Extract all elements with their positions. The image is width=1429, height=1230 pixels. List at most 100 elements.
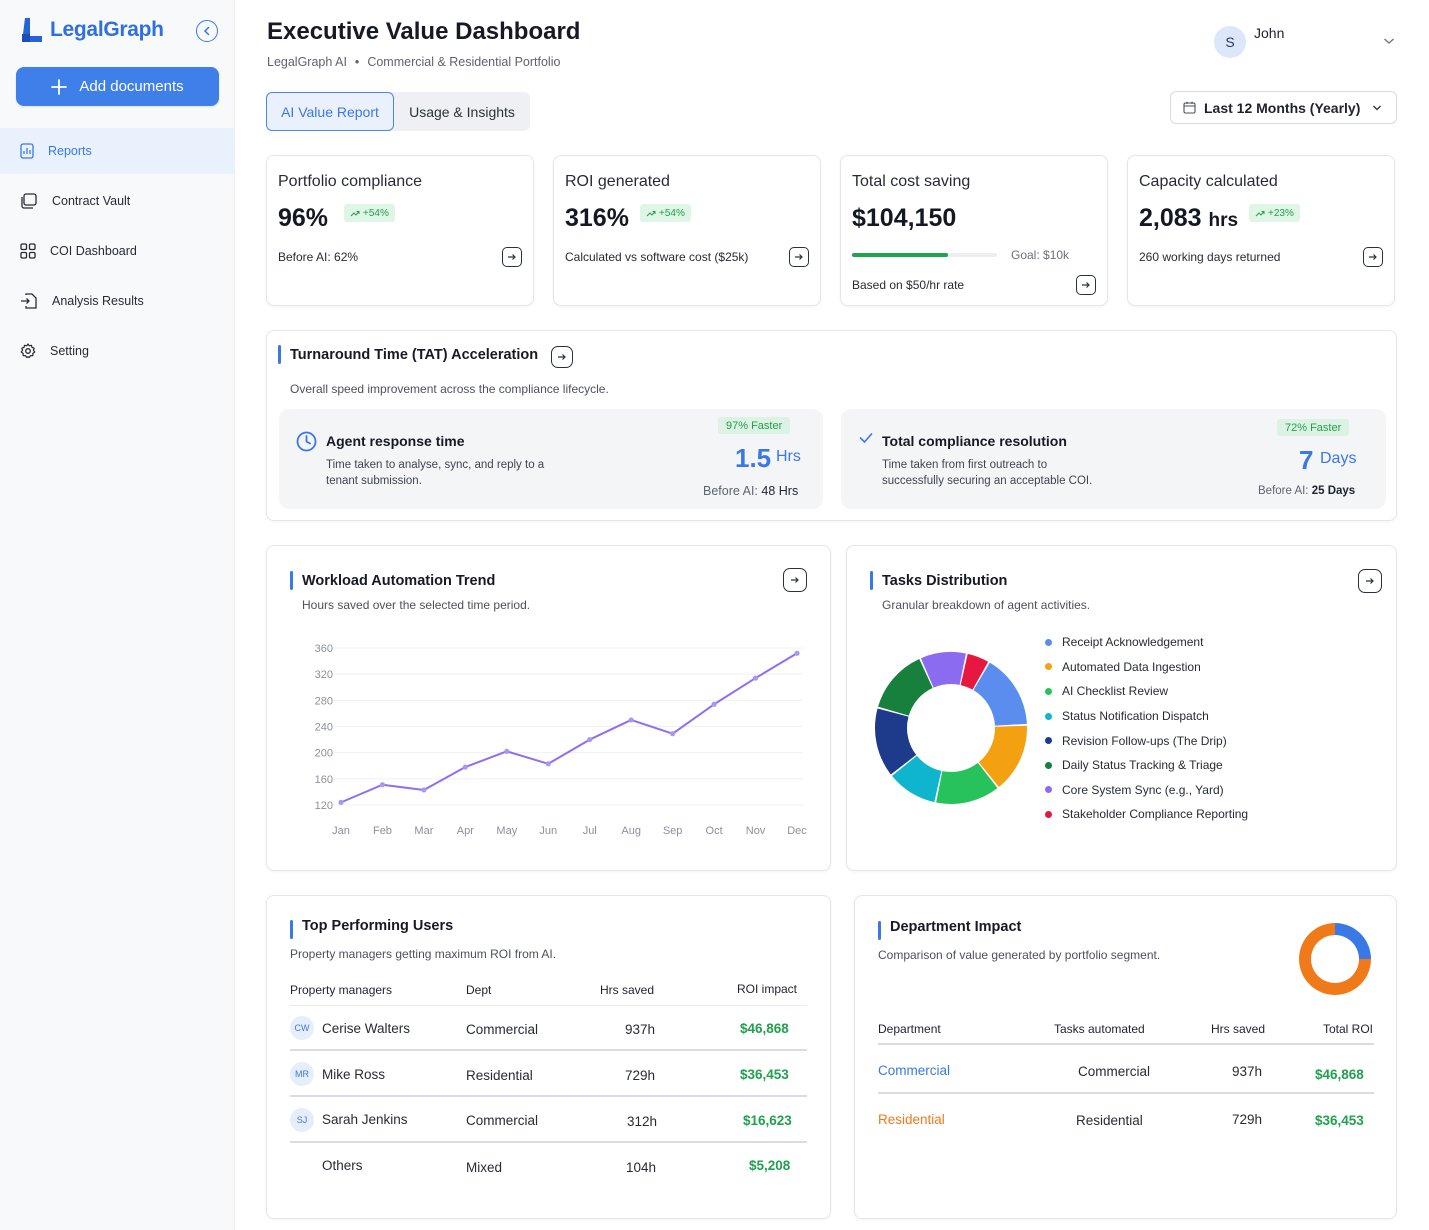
user-name[interactable]: John: [1254, 25, 1285, 41]
legend-item[interactable]: Core System Sync (e.g., Yard): [1045, 778, 1248, 803]
divider: [290, 1141, 807, 1143]
total-roi: $46,868: [1315, 1067, 1364, 1082]
data-point[interactable]: [421, 787, 427, 793]
column-header[interactable]: Department: [878, 1022, 941, 1036]
section-title: Turnaround Time (TAT) Acceleration: [290, 347, 539, 363]
user-hrs: 729h: [625, 1068, 656, 1083]
legend-item[interactable]: Revision Follow-ups (The Drip): [1045, 728, 1248, 753]
column-header[interactable]: Tasks automated: [1054, 1022, 1145, 1036]
data-point[interactable]: [338, 799, 344, 805]
data-point[interactable]: [545, 761, 551, 767]
data-point[interactable]: [670, 731, 676, 737]
tat-card-agent-response: Agent response time Time taken to analys…: [279, 409, 823, 509]
y-tick-label: 360: [315, 643, 333, 655]
legend-item[interactable]: Automated Data Ingestion: [1045, 655, 1248, 680]
file-import-icon: [21, 293, 37, 309]
sidebar-item-contract-vault[interactable]: Contract Vault: [0, 178, 235, 224]
open-detail-button[interactable]: [1363, 247, 1383, 267]
section-title: Department Impact: [890, 919, 1022, 935]
open-detail-button[interactable]: [502, 247, 522, 267]
legend-item[interactable]: Stakeholder Compliance Reporting: [1045, 802, 1248, 827]
donut-slice[interactable]: [878, 658, 933, 716]
legend-item[interactable]: Receipt Acknowledgement: [1045, 630, 1248, 655]
tat-value: 7: [1299, 445, 1314, 475]
chevron-down-icon[interactable]: [1383, 36, 1395, 46]
department-link[interactable]: Residential: [878, 1112, 945, 1127]
trend-badge: +54%: [344, 204, 395, 222]
add-documents-button[interactable]: Add documents: [16, 67, 219, 106]
open-detail-button[interactable]: [551, 346, 573, 368]
donut-slice[interactable]: [936, 762, 998, 804]
column-header[interactable]: Hrs saved: [600, 983, 655, 997]
donut-slice[interactable]: [1299, 923, 1371, 995]
legend-item[interactable]: Status Notification Dispatch: [1045, 704, 1248, 729]
donut-slice[interactable]: [892, 755, 942, 803]
tat-card-compliance-resolution: Total compliance resolution Time taken f…: [841, 409, 1386, 509]
divider: [878, 1092, 1374, 1094]
data-point[interactable]: [752, 675, 759, 681]
section-accent: [278, 345, 281, 364]
data-point[interactable]: [504, 748, 510, 754]
user-dept: Commercial: [466, 1113, 539, 1128]
y-tick-label: 120: [315, 800, 333, 812]
column-header[interactable]: Dept: [466, 983, 492, 997]
user-roi: $16,623: [743, 1113, 792, 1128]
open-detail-button[interactable]: [1358, 569, 1382, 593]
sidebar-item-coi-dashboard[interactable]: COI Dashboard: [0, 228, 235, 274]
sidebar-item-setting[interactable]: Setting: [0, 328, 235, 374]
column-header[interactable]: Hrs saved: [1211, 1022, 1266, 1036]
column-header[interactable]: ROI impact: [737, 982, 798, 996]
breadcrumb-item[interactable]: Commercial & Residential Portfolio: [367, 55, 561, 69]
kpi-note: 260 working days returned: [1139, 250, 1281, 264]
donut-slice[interactable]: [920, 652, 966, 688]
data-point[interactable]: [587, 736, 593, 743]
tat-section: Turnaround Time (TAT) Acceleration Overa…: [266, 330, 1397, 521]
breadcrumb-item[interactable]: LegalGraph AI: [267, 55, 347, 69]
section-title: Top Performing Users: [302, 918, 454, 934]
open-detail-button[interactable]: [789, 247, 809, 267]
open-detail-button[interactable]: [1076, 275, 1096, 295]
collapse-sidebar-button[interactable]: [196, 20, 218, 42]
open-detail-button[interactable]: [783, 568, 807, 592]
section-accent: [290, 571, 293, 590]
column-header[interactable]: Property managers: [290, 983, 393, 997]
donut-slice[interactable]: [875, 708, 917, 775]
user-name: Sarah Jenkins: [322, 1112, 408, 1127]
sidebar-item-reports[interactable]: Reports: [0, 128, 235, 174]
kpi-title: Total cost saving: [852, 173, 971, 190]
data-point[interactable]: [794, 650, 800, 656]
data-point[interactable]: [462, 764, 468, 770]
sidebar-item-analysis-results[interactable]: Analysis Results: [0, 278, 235, 324]
before-ai-label: Before AI:: [703, 484, 758, 498]
y-tick-label: 280: [315, 695, 333, 707]
donut-slice[interactable]: [973, 662, 1027, 726]
user-menu[interactable]: S John: [1214, 24, 1284, 58]
folder-copy-icon: [21, 193, 37, 209]
arrow-right-icon: [1369, 254, 1377, 260]
section-title: Workload Automation Trend: [302, 573, 496, 589]
data-point[interactable]: [711, 701, 717, 707]
tat-card-title: Total compliance resolution: [882, 433, 1067, 449]
arrow-right-icon: [791, 577, 799, 583]
data-point[interactable]: [379, 782, 386, 788]
department-link[interactable]: Commercial: [878, 1063, 951, 1078]
x-tick-label: May: [496, 825, 517, 837]
legend-item[interactable]: Daily Status Tracking & Triage: [1045, 753, 1248, 778]
legend-swatch: [1045, 638, 1052, 646]
arrow-right-icon: [508, 254, 516, 260]
avatar[interactable]: S: [1214, 26, 1246, 58]
column-header[interactable]: Total ROI: [1323, 1022, 1374, 1036]
kpi-card-roi-generated: ROI generated 316% +54% Calculated vs so…: [553, 155, 821, 306]
data-point[interactable]: [628, 717, 634, 723]
sidebar-nav: Reports Contract Vault COI Dashboard Ana…: [0, 128, 235, 378]
user-roi: $5,208: [749, 1158, 791, 1173]
tab-ai-value-report[interactable]: AI Value Report: [266, 92, 394, 131]
tab-usage-insights[interactable]: Usage & Insights: [409, 103, 515, 120]
donut-slice[interactable]: [978, 725, 1027, 787]
date-range-select[interactable]: Last 12 Months (Yearly): [1170, 91, 1397, 124]
donut-slice[interactable]: [1335, 923, 1371, 959]
kpi-value: 2,083 hrs: [1139, 204, 1238, 233]
donut-slice[interactable]: [960, 653, 989, 690]
legend-item[interactable]: AI Checklist Review: [1045, 679, 1248, 704]
logo[interactable]: LegalGraph: [18, 16, 164, 44]
